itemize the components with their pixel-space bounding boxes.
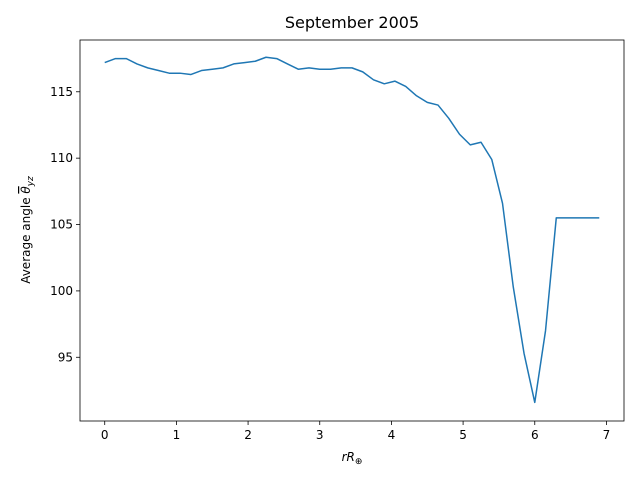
x-tick-label: 6 <box>531 428 539 442</box>
x-tick-label: 4 <box>388 428 396 442</box>
y-tick-label: 110 <box>50 151 73 165</box>
x-tick-label: 7 <box>603 428 611 442</box>
x-tick-label: 0 <box>101 428 109 442</box>
y-tick-label: 100 <box>50 284 73 298</box>
y-tick-label: 105 <box>50 218 73 232</box>
x-tick-label: 3 <box>316 428 324 442</box>
y-tick-label: 95 <box>58 350 73 364</box>
x-tick-label: 1 <box>173 428 181 442</box>
y-tick-label: 115 <box>50 85 73 99</box>
chart-title: September 2005 <box>285 13 419 32</box>
x-tick-label: 2 <box>244 428 252 442</box>
x-tick-label: 5 <box>459 428 467 442</box>
